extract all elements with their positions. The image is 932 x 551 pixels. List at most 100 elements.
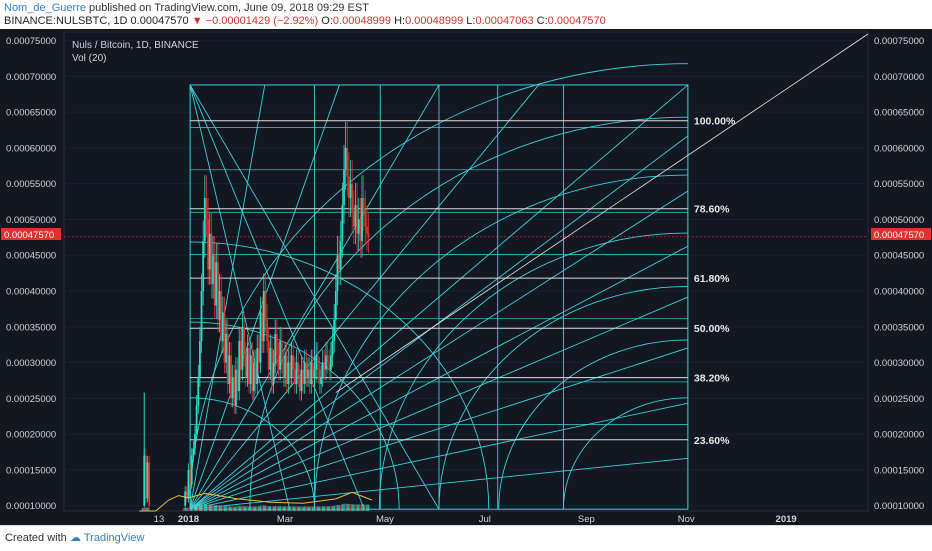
plot-border bbox=[63, 31, 869, 512]
volume-bar bbox=[190, 507, 193, 511]
volume-bar bbox=[348, 504, 350, 511]
volume-bar bbox=[236, 506, 239, 511]
gann-fan-line bbox=[189, 84, 291, 510]
last-price-text: 0.00047570 bbox=[130, 15, 189, 27]
x-tick-label: 2018 bbox=[178, 514, 199, 525]
volume-bar bbox=[367, 504, 370, 511]
volume-bar bbox=[240, 506, 242, 511]
volume-bar bbox=[284, 506, 286, 511]
volume-bar bbox=[204, 504, 206, 511]
fib-level-label: 61.80% bbox=[694, 273, 730, 285]
volume-bar bbox=[326, 506, 329, 511]
price-chart[interactable]: 100.00% 78.60% 61.80% 50.00% 38.20% 23.60% 0.… bbox=[0, 29, 932, 525]
volume-bar bbox=[187, 507, 190, 511]
candle-body bbox=[315, 355, 318, 370]
y-tick-label-right: 0.00040000 bbox=[874, 286, 924, 297]
volume-bar bbox=[295, 506, 298, 511]
gann-arc bbox=[562, 397, 688, 510]
candle-body bbox=[313, 369, 316, 377]
volume-bar bbox=[271, 506, 273, 511]
published-text: published on TradingView.com, June 09, 2… bbox=[89, 2, 369, 14]
y-tick-label-right: 0.00065000 bbox=[874, 108, 924, 119]
candle-body bbox=[187, 469, 190, 499]
candle-body bbox=[289, 362, 291, 377]
volume-bar bbox=[207, 505, 209, 511]
candle-body bbox=[184, 491, 187, 506]
volume-bar bbox=[195, 506, 198, 511]
tradingview-logo-link[interactable]: ☁ TradingView bbox=[70, 531, 144, 544]
candle-body bbox=[274, 333, 277, 363]
volume-bar bbox=[328, 506, 331, 511]
volume-bar bbox=[349, 503, 352, 511]
volume-bar bbox=[199, 505, 201, 511]
candle-body bbox=[331, 341, 334, 356]
volume-bar bbox=[325, 506, 327, 511]
volume-bar bbox=[357, 504, 360, 511]
y-tick-label-right: 0.00075000 bbox=[874, 36, 924, 47]
gann-arc bbox=[190, 241, 490, 510]
y-tick-label-right: 0.00070000 bbox=[874, 72, 924, 83]
volume-bar bbox=[315, 506, 317, 511]
candle-body bbox=[348, 176, 350, 198]
volume-bar bbox=[189, 507, 191, 511]
candle-body bbox=[330, 355, 332, 370]
candle-body bbox=[290, 355, 293, 377]
y-tick-label-right: 0.00030000 bbox=[874, 358, 924, 369]
candle-body bbox=[207, 219, 209, 270]
candle-body bbox=[233, 376, 236, 406]
candle-body bbox=[351, 183, 354, 213]
candle-body bbox=[310, 362, 313, 385]
candle-body bbox=[208, 233, 211, 270]
fib-level-label: 23.60% bbox=[694, 435, 730, 447]
candle-body bbox=[366, 226, 368, 234]
volume-bar bbox=[264, 505, 267, 511]
volume-bar bbox=[336, 504, 339, 511]
volume-bar bbox=[354, 504, 357, 511]
volume-bar bbox=[310, 506, 313, 511]
candle-body bbox=[338, 255, 340, 270]
volume-bar bbox=[248, 506, 250, 511]
volume-bar bbox=[231, 506, 234, 511]
candle-body bbox=[357, 219, 360, 234]
candle-body bbox=[272, 362, 275, 385]
volume-bar bbox=[279, 505, 281, 511]
y-tick-label-left: 0.00060000 bbox=[6, 143, 56, 154]
footer: Created with ☁ TradingView bbox=[0, 525, 932, 551]
candle-body bbox=[305, 362, 308, 377]
volume-bar bbox=[192, 507, 195, 511]
volume-bar bbox=[356, 504, 358, 511]
candle-body bbox=[238, 341, 241, 392]
candle-body bbox=[325, 355, 327, 370]
candle-body bbox=[213, 255, 216, 306]
volume-bar bbox=[364, 504, 367, 511]
candle-body bbox=[223, 312, 226, 363]
x-tick-label: Jul bbox=[479, 514, 491, 525]
volume-bar bbox=[285, 506, 288, 511]
x-tick-label: Mar bbox=[277, 514, 293, 525]
volume-bar bbox=[241, 505, 244, 511]
gann-arc bbox=[378, 232, 688, 510]
y-tick-label-left: 0.00075000 bbox=[6, 36, 56, 47]
candle-body bbox=[269, 348, 272, 370]
volume-bar bbox=[218, 505, 221, 511]
volume-bar bbox=[261, 505, 263, 511]
candle-body bbox=[280, 341, 283, 363]
volume-bar bbox=[294, 506, 296, 511]
candle-body bbox=[220, 290, 223, 342]
volume-bar bbox=[184, 507, 186, 511]
candle-body bbox=[202, 240, 205, 291]
volume-bar bbox=[353, 504, 355, 511]
volume-bar bbox=[202, 504, 204, 511]
gann-arc bbox=[498, 339, 688, 510]
y-tick-label-right: 0.00015000 bbox=[874, 465, 924, 476]
candle-body bbox=[362, 197, 365, 213]
gann-fan-line bbox=[189, 84, 266, 510]
candle-body bbox=[190, 455, 193, 485]
volume-bar bbox=[366, 504, 368, 511]
created-with-text: Created with bbox=[5, 532, 67, 544]
volume-bar bbox=[141, 508, 144, 511]
volume-bar bbox=[362, 504, 365, 511]
author-link[interactable]: Nom_de_Guerre bbox=[4, 2, 86, 14]
chart-container[interactable]: 100.00% 78.60% 61.80% 50.00% 38.20% 23.60% 0.… bbox=[0, 29, 932, 525]
open-value: 0.00048999 bbox=[332, 15, 392, 27]
